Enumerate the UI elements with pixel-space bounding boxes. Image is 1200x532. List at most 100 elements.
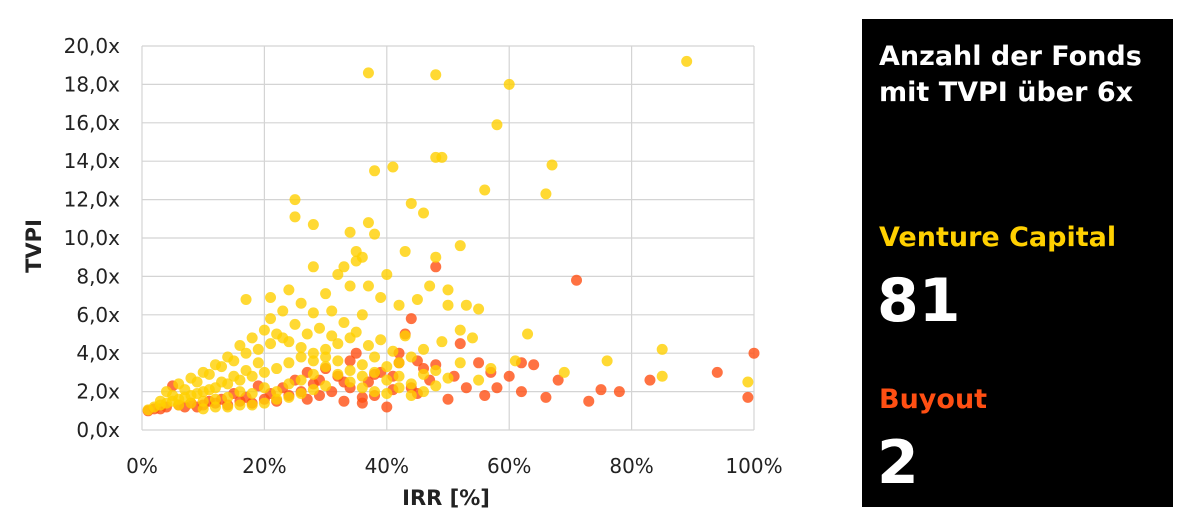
data-point	[381, 268, 393, 280]
y-tick-label: 12,0x	[64, 188, 121, 212]
buyout-count: 2	[877, 428, 919, 498]
data-point	[338, 316, 350, 328]
data-point	[252, 357, 264, 369]
data-point	[473, 357, 485, 369]
stats-panel: Anzahl der Fonds mit TVPI über 6x Ventur…	[862, 19, 1173, 507]
data-point	[430, 380, 442, 392]
data-point	[203, 384, 215, 396]
tick-labels: 0,0x 2,0x 4,0x 6,0x 8,0x 10,0x 12,0x 14,0x 16,0x…	[64, 34, 783, 478]
data-point	[295, 341, 307, 353]
y-tick-label: 2,0x	[76, 380, 120, 404]
data-point	[491, 119, 503, 131]
data-point	[430, 261, 442, 273]
data-point	[442, 372, 454, 384]
data-point	[332, 368, 344, 380]
data-point	[418, 343, 430, 355]
data-point	[411, 293, 423, 305]
data-point	[356, 370, 368, 382]
data-point	[442, 393, 454, 405]
data-point	[491, 382, 503, 394]
data-point	[405, 197, 417, 209]
data-point	[418, 386, 430, 398]
data-point	[320, 343, 332, 355]
data-point	[142, 404, 154, 416]
data-point	[399, 330, 411, 342]
data-point	[381, 361, 393, 373]
data-point	[332, 338, 344, 350]
y-tick-label: 8,0x	[76, 264, 120, 288]
x-tick-label: 0%	[126, 454, 158, 478]
data-point	[271, 386, 283, 398]
data-point	[387, 345, 399, 357]
data-point	[369, 351, 381, 363]
data-point	[656, 370, 668, 382]
data-point	[265, 338, 277, 350]
data-point	[307, 261, 319, 273]
data-point	[369, 165, 381, 177]
venture-capital-label: Venture Capital	[879, 222, 1117, 253]
data-point	[344, 376, 356, 388]
data-point	[393, 299, 405, 311]
data-point	[350, 255, 362, 267]
y-tick-label: 20,0x	[64, 34, 121, 58]
data-point	[356, 397, 368, 409]
data-point	[246, 388, 258, 400]
data-point	[558, 366, 570, 378]
data-point	[442, 299, 454, 311]
y-tick-label: 14,0x	[64, 149, 121, 173]
series-venture-capital	[142, 55, 754, 416]
scatter-points	[142, 55, 760, 417]
data-point	[430, 364, 442, 376]
data-point	[393, 370, 405, 382]
data-point	[295, 351, 307, 363]
buyout-label: Buyout	[879, 384, 988, 415]
data-point	[552, 374, 564, 386]
data-point	[338, 395, 350, 407]
data-point	[283, 336, 295, 348]
data-point	[571, 274, 583, 286]
data-point	[503, 370, 515, 382]
y-tick-label: 0,0x	[76, 418, 120, 442]
data-point	[271, 363, 283, 375]
data-point	[326, 330, 338, 342]
data-point	[234, 340, 246, 352]
data-point	[381, 388, 393, 400]
y-axis-title: TVPI	[22, 219, 46, 273]
data-point	[369, 366, 381, 378]
venture-capital-count: 81	[877, 266, 961, 336]
data-point	[320, 351, 332, 363]
data-point	[197, 366, 209, 378]
data-point	[307, 368, 319, 380]
x-tick-label: 60%	[487, 454, 531, 478]
data-point	[430, 251, 442, 263]
data-point	[405, 313, 417, 325]
data-point	[362, 280, 374, 292]
data-point	[454, 338, 466, 350]
data-point	[344, 226, 356, 238]
data-point	[430, 69, 442, 81]
data-point	[228, 370, 240, 382]
data-point	[522, 328, 534, 340]
data-point	[332, 268, 344, 280]
data-point	[160, 386, 172, 398]
y-tick-label: 6,0x	[76, 303, 120, 327]
data-point	[326, 305, 338, 317]
data-point	[258, 382, 270, 394]
data-point	[307, 219, 319, 231]
data-point	[405, 351, 417, 363]
data-point	[454, 240, 466, 252]
data-point	[681, 55, 693, 67]
data-point	[197, 395, 209, 407]
data-point	[540, 391, 552, 403]
x-tick-label: 20%	[242, 454, 286, 478]
data-point	[240, 347, 252, 359]
data-point	[362, 217, 374, 229]
tvpi-irr-scatter-chart: 0,0x 2,0x 4,0x 6,0x 8,0x 10,0x 12,0x 14,0x 16,0x…	[22, 34, 783, 510]
data-point	[240, 293, 252, 305]
data-point	[399, 245, 411, 257]
data-point	[167, 395, 179, 407]
data-point	[277, 305, 289, 317]
data-point	[369, 228, 381, 240]
data-point	[185, 372, 197, 384]
data-point	[307, 355, 319, 367]
